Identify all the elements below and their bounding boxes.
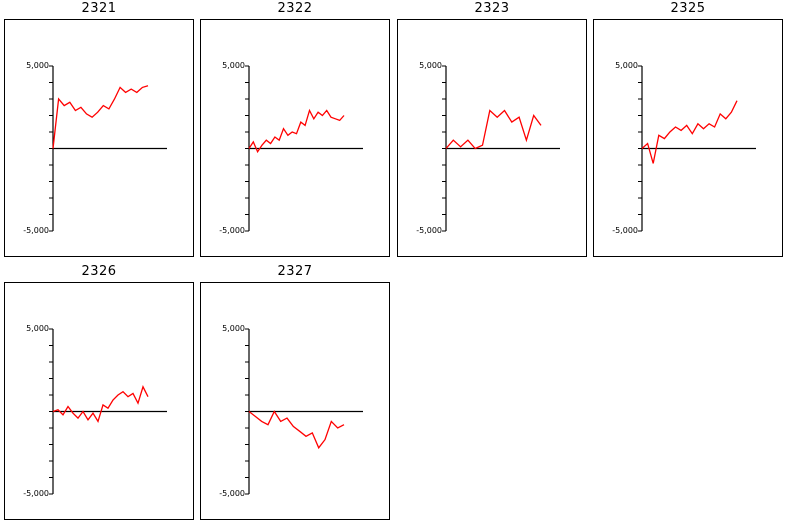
chart-title: 2323 [474, 1, 510, 16]
y-tick-label: -5,000 [612, 226, 638, 235]
y-tick-label: 5,000 [615, 61, 638, 70]
y-tick-label: -5,000 [219, 226, 245, 235]
series-line [641, 100, 738, 164]
series-line [52, 385, 149, 423]
y-tick-label: 5,000 [26, 324, 49, 333]
y-tick-label: 5,000 [26, 61, 49, 70]
chart-title: 2325 [670, 1, 706, 16]
series-line [445, 109, 542, 150]
chart-title: 2321 [81, 1, 117, 16]
chart-svg: 5,000 -5,000 [612, 61, 756, 235]
y-tick-label: -5,000 [23, 226, 49, 235]
chart-frame: 5,000 -5,000 [200, 19, 390, 257]
y-tick-label: -5,000 [219, 489, 245, 498]
chart-svg: 5,000 -5,000 [23, 324, 167, 498]
chart-svg: 5,000 -5,000 [219, 61, 363, 235]
series-line [248, 410, 345, 450]
series-line [52, 85, 149, 149]
chart-frame: 5,000 -5,000 [200, 282, 390, 520]
chart-title: 2322 [277, 1, 313, 16]
chart-frame: 5,000 -5,000 [4, 282, 194, 520]
y-tick-label: 5,000 [222, 61, 245, 70]
chart-svg: 5,000 -5,000 [23, 61, 167, 235]
y-tick-label: 5,000 [222, 324, 245, 333]
chart-frame: 5,000 -5,000 [4, 19, 194, 257]
chart-title: 2327 [277, 264, 313, 279]
y-tick-label: 5,000 [419, 61, 442, 70]
series-line [248, 108, 345, 154]
y-tick-label: -5,000 [416, 226, 442, 235]
chart-svg: 5,000 -5,000 [219, 324, 363, 498]
chart-frame: 5,000 -5,000 [397, 19, 587, 257]
y-tick-label: -5,000 [23, 489, 49, 498]
chart-svg: 5,000 -5,000 [416, 61, 560, 235]
chart-frame: 5,000 -5,000 [593, 19, 783, 257]
chart-title: 2326 [81, 264, 117, 279]
